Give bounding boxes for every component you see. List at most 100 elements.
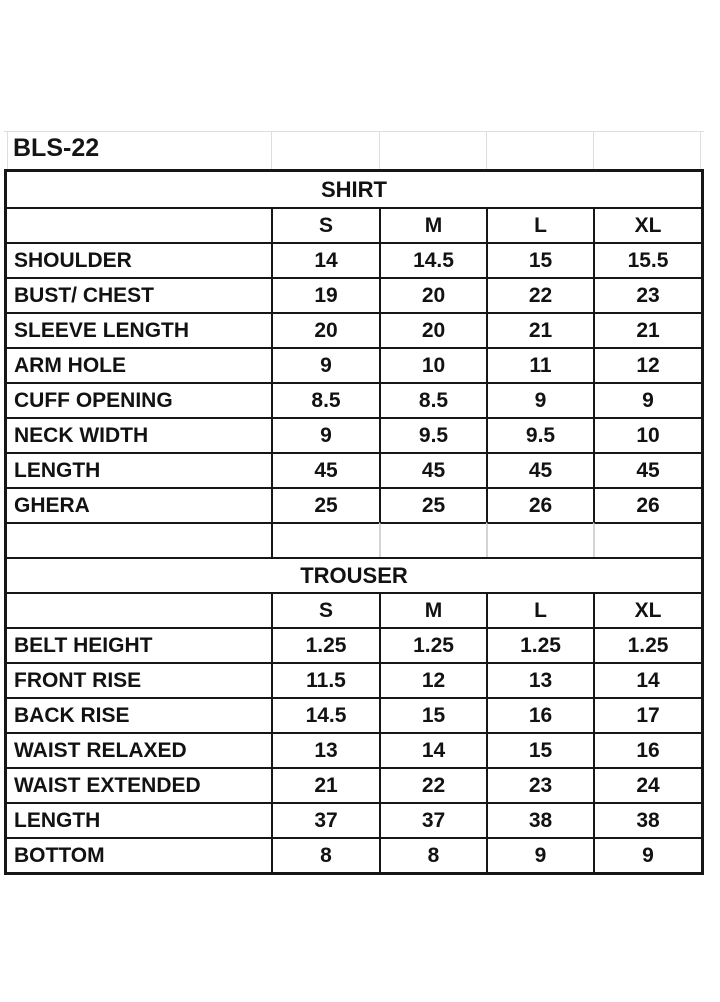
shirt-cell: 14 [271, 242, 379, 277]
shirt-row-label: NECK WIDTH [7, 417, 271, 452]
trouser-header-size-m: M [379, 592, 486, 627]
shirt-cell: 26 [486, 487, 593, 522]
trouser-cell: 24 [593, 767, 701, 802]
trouser-row-label: WAIST EXTENDED [7, 767, 271, 802]
shirt-cell: 10 [593, 417, 701, 452]
shirt-cell: 45 [593, 452, 701, 487]
spacer-cell [7, 522, 271, 557]
sheet-gridline-vertical [379, 131, 380, 169]
trouser-section-title: TROUSER [7, 557, 701, 592]
shirt-cell: 9.5 [379, 417, 486, 452]
trouser-header-size-s: S [271, 592, 379, 627]
trouser-header-size-l: L [486, 592, 593, 627]
trouser-row-label: WAIST RELAXED [7, 732, 271, 767]
trouser-cell: 9 [486, 837, 593, 872]
trouser-cell: 8 [271, 837, 379, 872]
trouser-cell: 9 [593, 837, 701, 872]
shirt-cell: 9 [593, 382, 701, 417]
size-chart-table: SHIRT S M L XL SHOULDER 14 14.5 15 15.5 … [4, 169, 704, 875]
sheet-gridline-vertical [593, 131, 594, 169]
trouser-row-label: BELT HEIGHT [7, 627, 271, 662]
trouser-cell: 11.5 [271, 662, 379, 697]
shirt-cell: 14.5 [379, 242, 486, 277]
trouser-cell: 15 [379, 697, 486, 732]
sheet-gridline-vertical [486, 131, 487, 169]
shirt-cell: 9 [486, 382, 593, 417]
shirt-cell: 9 [271, 347, 379, 382]
shirt-cell: 9.5 [486, 417, 593, 452]
shirt-cell: 21 [486, 312, 593, 347]
spacer-cell [379, 522, 486, 557]
sheet-gridline-vertical [7, 131, 8, 169]
shirt-cell: 45 [379, 452, 486, 487]
shirt-cell: 25 [379, 487, 486, 522]
shirt-cell: 45 [486, 452, 593, 487]
shirt-cell: 8.5 [271, 382, 379, 417]
shirt-row-label: CUFF OPENING [7, 382, 271, 417]
shirt-cell: 11 [486, 347, 593, 382]
shirt-cell: 19 [271, 277, 379, 312]
spacer-cell [271, 522, 379, 557]
trouser-cell: 23 [486, 767, 593, 802]
style-code-label: BLS-22 [13, 134, 100, 162]
trouser-cell: 13 [486, 662, 593, 697]
trouser-cell: 1.25 [486, 627, 593, 662]
sheet-gridline-vertical [271, 131, 272, 169]
trouser-cell: 12 [379, 662, 486, 697]
trouser-cell: 17 [593, 697, 701, 732]
trouser-cell: 38 [486, 802, 593, 837]
trouser-cell: 21 [271, 767, 379, 802]
trouser-cell: 16 [593, 732, 701, 767]
shirt-cell: 9 [271, 417, 379, 452]
trouser-cell: 14 [379, 732, 486, 767]
shirt-cell: 20 [379, 277, 486, 312]
spacer-cell [486, 522, 593, 557]
shirt-header-size-s: S [271, 207, 379, 242]
shirt-cell: 20 [379, 312, 486, 347]
trouser-cell: 37 [379, 802, 486, 837]
shirt-row-label: GHERA [7, 487, 271, 522]
trouser-cell: 37 [271, 802, 379, 837]
shirt-section-title: SHIRT [321, 176, 387, 202]
shirt-cell: 15.5 [593, 242, 701, 277]
trouser-cell: 22 [379, 767, 486, 802]
shirt-cell: 25 [271, 487, 379, 522]
trouser-cell: 1.25 [379, 627, 486, 662]
trouser-row-label: FRONT RISE [7, 662, 271, 697]
shirt-cell: 23 [593, 277, 701, 312]
trouser-row-label: LENGTH [7, 802, 271, 837]
shirt-row-label: BUST/ CHEST [7, 277, 271, 312]
shirt-cell: 45 [271, 452, 379, 487]
shirt-cell: 26 [593, 487, 701, 522]
trouser-cell: 38 [593, 802, 701, 837]
shirt-row-label: SLEEVE LENGTH [7, 312, 271, 347]
trouser-cell: 14.5 [271, 697, 379, 732]
shirt-row-label: ARM HOLE [7, 347, 271, 382]
trouser-cell: 13 [271, 732, 379, 767]
trouser-header-size-xl: XL [593, 592, 701, 627]
shirt-header-size-l: L [486, 207, 593, 242]
trouser-cell: 1.25 [593, 627, 701, 662]
sheet-gridline-horizontal [4, 131, 704, 132]
shirt-cell: 10 [379, 347, 486, 382]
trouser-cell: 15 [486, 732, 593, 767]
trouser-cell: 8 [379, 837, 486, 872]
sheet-gridline-vertical [700, 131, 701, 169]
shirt-row-label: SHOULDER [7, 242, 271, 277]
shirt-row-label: LENGTH [7, 452, 271, 487]
trouser-cell: 16 [486, 697, 593, 732]
trouser-cell: 14 [593, 662, 701, 697]
trouser-header-empty-cell [7, 592, 271, 627]
shirt-cell: 20 [271, 312, 379, 347]
shirt-header-empty-cell [7, 207, 271, 242]
shirt-cell: 22 [486, 277, 593, 312]
trouser-row-label: BACK RISE [7, 697, 271, 732]
trouser-row-label: BOTTOM [7, 837, 271, 872]
spacer-cell [593, 522, 701, 557]
shirt-cell: 21 [593, 312, 701, 347]
shirt-cell: 8.5 [379, 382, 486, 417]
shirt-cell: 15 [486, 242, 593, 277]
shirt-cell: 12 [593, 347, 701, 382]
shirt-header-size-xl: XL [593, 207, 701, 242]
